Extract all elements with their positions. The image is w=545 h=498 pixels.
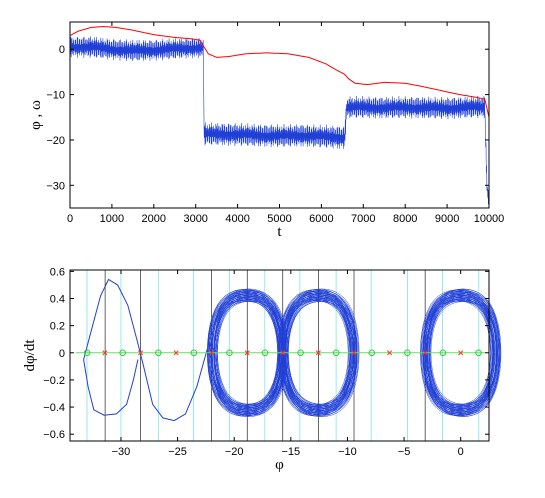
green-circle-marker bbox=[439, 349, 447, 357]
top-xtick-label: 10000 bbox=[474, 213, 505, 225]
red-x-marker bbox=[137, 350, 144, 356]
top-ytick-label: −20 bbox=[46, 135, 65, 147]
phase-path-line bbox=[83, 278, 218, 422]
green-circle-marker bbox=[83, 349, 91, 357]
top-ylabel: φ , ω bbox=[28, 100, 44, 130]
phase-path-line bbox=[83, 359, 139, 416]
bottom-plot: −30 −25 −20 −15 −10 −5 0 0.6 0.4 0.2 0 −0.2 −0.4 −0.6… bbox=[22, 266, 502, 473]
top-xtick-label: 4000 bbox=[225, 213, 249, 225]
top-xtick-label: 3000 bbox=[183, 213, 207, 225]
top-xtick-label: 2000 bbox=[142, 213, 166, 225]
bottom-axes-frame bbox=[69, 269, 490, 442]
top-red-line bbox=[69, 25, 490, 118]
top-xtick-label: 7000 bbox=[351, 213, 375, 225]
green-circle-marker bbox=[368, 349, 376, 357]
top-xtick-label: 6000 bbox=[309, 213, 333, 225]
red-x-marker bbox=[458, 350, 464, 356]
top-ytick-label: −30 bbox=[46, 180, 65, 192]
green-circle-marker bbox=[332, 349, 340, 357]
top-xtick-label: 5000 bbox=[267, 213, 291, 225]
green-circle-marker bbox=[226, 349, 233, 357]
red-x-marker bbox=[102, 350, 108, 356]
bottom-ytick-label: −0.4 bbox=[43, 402, 65, 414]
bottom-ytick-label: 0.4 bbox=[50, 294, 65, 306]
bottom-xtick-label: −10 bbox=[338, 446, 357, 458]
bottom-ytick-label: −0.2 bbox=[43, 375, 65, 387]
green-circle-marker bbox=[404, 349, 411, 357]
top-blue-trace bbox=[69, 36, 490, 207]
bottom-ytick-label: 0.6 bbox=[50, 266, 65, 278]
top-xtick-label: 1000 bbox=[100, 213, 124, 225]
top-ytick-label: 0 bbox=[59, 44, 65, 56]
green-circle-marker bbox=[119, 349, 126, 357]
red-x-marker bbox=[280, 350, 286, 356]
red-x-marker bbox=[422, 350, 428, 356]
bottom-ylabel: dφ/dt bbox=[22, 339, 38, 372]
green-circle-marker bbox=[475, 349, 482, 357]
top-xtick-label: 0 bbox=[67, 213, 73, 225]
bottom-xlabel: φ bbox=[275, 457, 284, 473]
red-x-marker bbox=[315, 350, 321, 356]
top-xtick-label: 8000 bbox=[393, 213, 417, 225]
red-x-marker bbox=[209, 350, 215, 356]
bottom-ytick-label: 0.2 bbox=[50, 321, 65, 333]
bottom-xtick-label: −15 bbox=[281, 446, 300, 458]
red-x-marker bbox=[244, 350, 250, 356]
top-xtick-label: 9000 bbox=[435, 213, 459, 225]
bottom-xtick-label: −5 bbox=[398, 446, 411, 458]
top-xlabel: t bbox=[277, 224, 282, 240]
red-x-marker bbox=[351, 350, 357, 356]
green-circle-marker bbox=[155, 349, 162, 357]
red-x-marker bbox=[173, 350, 179, 356]
green-circle-marker bbox=[297, 349, 304, 357]
red-x-marker bbox=[387, 350, 393, 356]
bottom-ytick-label: 0 bbox=[59, 348, 65, 360]
bottom-xtick-label: −30 bbox=[112, 446, 131, 458]
top-plot: 0 1000 2000 3000 4000 5000 6000 7000 8000 9000 100… bbox=[28, 21, 505, 240]
bottom-xtick-label: −25 bbox=[168, 446, 187, 458]
bottom-xtick-label: −20 bbox=[225, 446, 244, 458]
top-ytick-label: −10 bbox=[46, 90, 65, 102]
green-circle-marker bbox=[261, 349, 269, 357]
bottom-ytick-label: −0.6 bbox=[43, 429, 65, 441]
green-circle-marker bbox=[190, 349, 198, 357]
bottom-xtick-label: 0 bbox=[458, 446, 464, 458]
